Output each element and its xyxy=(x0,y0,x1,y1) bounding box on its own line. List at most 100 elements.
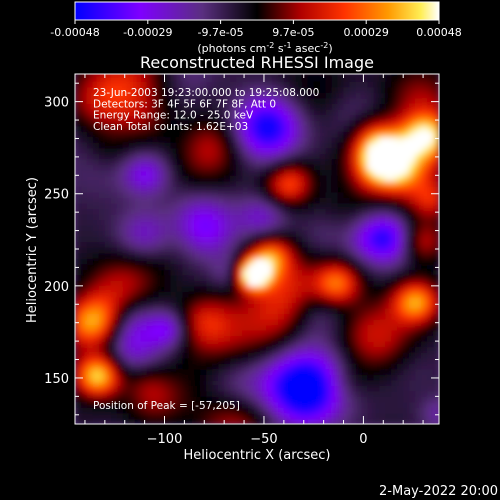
heatmap-cell xyxy=(254,202,261,209)
heatmap-cell xyxy=(194,324,201,331)
heatmap-cell xyxy=(212,147,219,154)
heatmap-cell xyxy=(361,153,368,160)
heatmap-cell xyxy=(331,307,339,314)
heatmap-cell xyxy=(379,252,386,259)
heatmap-cell xyxy=(92,418,100,424)
heatmap-cell xyxy=(116,131,124,138)
heatmap-cell xyxy=(331,92,339,99)
heatmap-cell xyxy=(391,186,398,193)
heatmap-cell xyxy=(212,280,219,287)
heatmap-cell xyxy=(283,412,291,419)
heatmap-cell xyxy=(140,175,148,182)
heatmap-cell xyxy=(301,81,309,88)
heatmap-cell xyxy=(283,230,291,237)
heatmap-cell xyxy=(403,230,410,237)
heatmap-cell xyxy=(385,197,392,204)
heatmap-cell xyxy=(170,114,178,121)
heatmap-cell xyxy=(391,307,398,314)
heatmap-cell xyxy=(373,324,380,331)
heatmap-cell xyxy=(271,280,279,287)
heatmap-cell xyxy=(158,75,166,82)
heatmap-cell xyxy=(188,269,195,276)
heatmap-cell xyxy=(242,363,249,370)
heatmap-cell xyxy=(325,169,333,176)
heatmap-cell xyxy=(230,296,237,303)
heatmap-cell xyxy=(92,208,100,215)
heatmap-cell xyxy=(355,252,363,259)
heatmap-cell xyxy=(379,120,386,127)
heatmap-cell xyxy=(236,197,243,204)
heatmap-cell xyxy=(200,363,207,370)
heatmap-cell xyxy=(331,120,339,127)
heatmap-cell xyxy=(415,418,422,424)
heatmap-cell xyxy=(206,86,213,93)
heatmap-cell xyxy=(283,401,291,408)
heatmap-cell xyxy=(403,296,410,303)
heatmap-cell xyxy=(391,180,398,187)
heatmap-cell xyxy=(355,374,363,381)
heatmap-cell xyxy=(128,97,136,104)
heatmap-cell xyxy=(289,396,297,403)
heatmap-cell xyxy=(176,357,183,364)
heatmap-cell xyxy=(260,252,267,259)
heatmap-cell xyxy=(307,302,315,309)
heatmap-cell xyxy=(415,302,422,309)
heatmap-cell xyxy=(337,368,345,375)
heatmap-cell xyxy=(415,280,422,287)
heatmap-cell xyxy=(343,385,351,392)
heatmap-cell xyxy=(224,169,231,176)
heatmap-cell xyxy=(92,302,100,309)
heatmap-cell xyxy=(325,153,333,160)
heatmap-cell xyxy=(313,180,321,187)
heatmap-cell xyxy=(427,396,434,403)
heatmap-cell xyxy=(343,92,351,99)
heatmap-cell xyxy=(122,390,130,397)
heatmap-cell xyxy=(427,374,434,381)
heatmap-cell xyxy=(230,379,237,386)
heatmap-cell xyxy=(218,74,225,77)
heatmap-cell xyxy=(212,236,219,243)
heatmap-cell xyxy=(170,247,178,254)
heatmap-cell xyxy=(92,357,100,364)
heatmap-cell xyxy=(92,390,100,397)
heatmap-cell xyxy=(289,352,297,359)
heatmap-cell xyxy=(104,385,112,392)
heatmap-cell xyxy=(104,208,112,215)
heatmap-cell xyxy=(266,357,273,364)
heatmap-cell xyxy=(355,363,363,370)
heatmap-cell xyxy=(140,86,148,93)
heatmap-cell xyxy=(343,103,351,110)
heatmap-cell xyxy=(81,147,88,154)
heatmap-cell xyxy=(301,407,309,414)
heatmap-cell xyxy=(325,180,333,187)
heatmap-cell xyxy=(403,114,410,121)
heatmap-cell xyxy=(266,131,273,138)
heatmap-cell xyxy=(116,153,124,160)
heatmap-cell xyxy=(75,142,82,149)
heatmap-cell xyxy=(277,230,285,237)
heatmap-cell xyxy=(75,169,82,176)
heatmap-cell xyxy=(81,352,88,359)
heatmap-cell xyxy=(104,241,112,248)
heatmap-cell xyxy=(152,241,160,248)
heatmap-cell xyxy=(415,197,422,204)
heatmap-cell xyxy=(182,197,189,204)
heatmap-cell xyxy=(236,412,243,419)
heatmap-cell xyxy=(307,363,315,370)
heatmap-cell xyxy=(295,407,303,414)
heatmap-cell xyxy=(116,385,124,392)
heatmap-cell xyxy=(283,120,291,127)
heatmap-cell xyxy=(301,385,309,392)
heatmap-cell xyxy=(242,202,249,209)
heatmap-cell xyxy=(391,412,398,419)
heatmap-cell xyxy=(242,97,249,104)
heatmap-cell xyxy=(391,97,398,104)
heatmap-cell xyxy=(283,324,291,331)
heatmap-cell xyxy=(98,236,106,243)
heatmap-cell xyxy=(116,92,124,99)
heatmap-cell xyxy=(176,324,183,331)
heatmap-cell xyxy=(283,219,291,226)
heatmap-cell xyxy=(92,401,100,408)
heatmap-cell xyxy=(337,219,345,226)
heatmap-cell xyxy=(301,302,309,309)
